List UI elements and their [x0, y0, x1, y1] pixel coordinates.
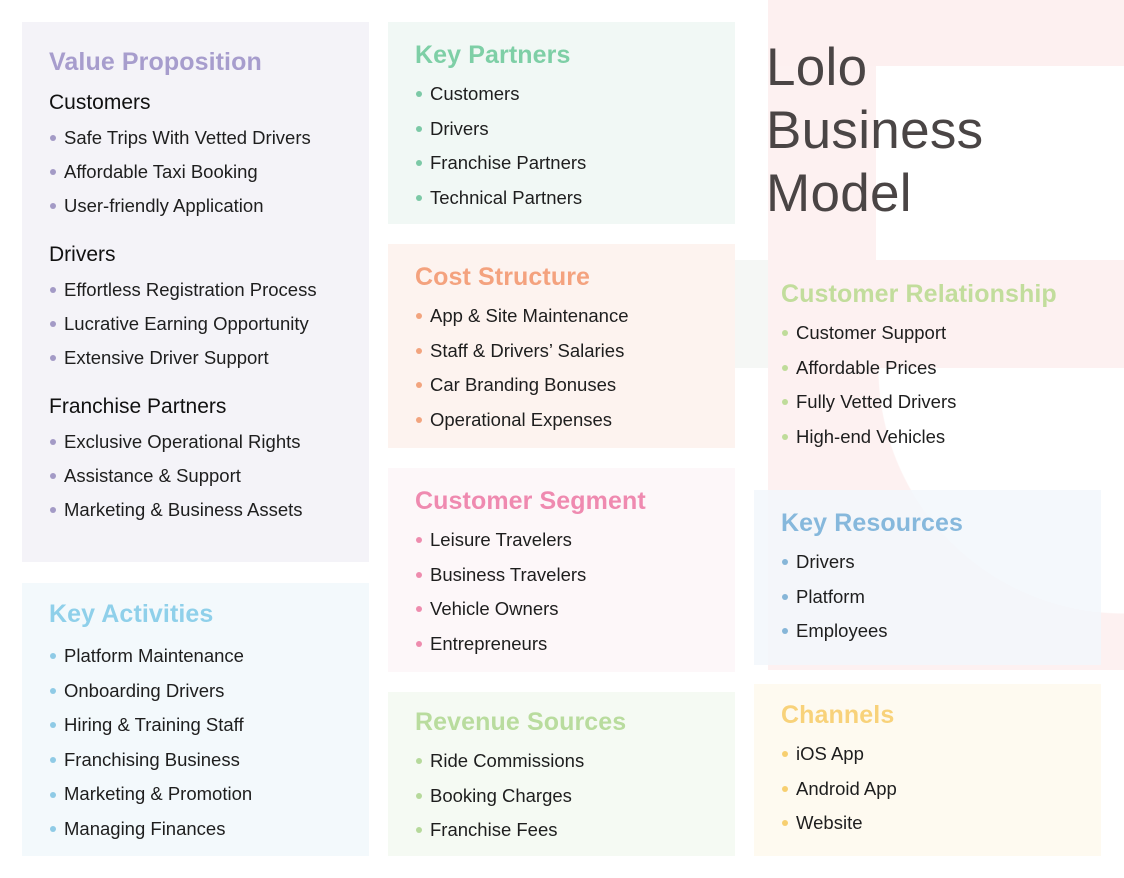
channels-heading: Channels — [781, 701, 895, 729]
list-item: Marketing & Promotion — [49, 777, 369, 812]
list-item: Vehicle Owners — [415, 592, 735, 627]
list-item: Marketing & Business Assets — [49, 493, 369, 527]
list-item: Onboarding Drivers — [49, 674, 369, 709]
list-item: Operational Expenses — [415, 403, 735, 438]
channels-list: iOS App Android App Website — [781, 737, 1101, 841]
key-resources-list: Drivers Platform Employees — [781, 545, 1101, 649]
group-title: Drivers — [49, 243, 116, 266]
list-item: Booking Charges — [415, 779, 735, 814]
list-item: Ride Commissions — [415, 744, 735, 779]
title-line: Business — [766, 101, 984, 160]
list-item: User-friendly Application — [49, 189, 369, 223]
title-line: Lolo — [766, 38, 868, 97]
value-proposition-heading: Value Proposition — [49, 48, 262, 76]
list-item: Hiring & Training Staff — [49, 708, 369, 743]
list-item: Affordable Taxi Booking — [49, 155, 369, 189]
value-proposition-group-customers: Customers Safe Trips With Vetted Drivers… — [49, 91, 369, 223]
list-item: Entrepreneurs — [415, 627, 735, 662]
list-item: Assistance & Support — [49, 459, 369, 493]
list-item: Extensive Driver Support — [49, 341, 369, 375]
list-item: Franchise Fees — [415, 813, 735, 848]
list-item: Platform — [781, 580, 1101, 615]
group-list: Effortless Registration Process Lucrativ… — [49, 273, 369, 375]
background-shape-right — [876, 260, 1124, 368]
list-item: Customer Support — [781, 316, 1101, 351]
list-item: Lucrative Earning Opportunity — [49, 307, 369, 341]
list-item: Franchise Partners — [415, 146, 735, 181]
key-resources-box: Key Resources Drivers Platform Employees — [754, 490, 1101, 665]
key-activities-box: Key Activities Platform Maintenance Onbo… — [22, 583, 369, 856]
list-item: Drivers — [781, 545, 1101, 580]
group-list: Exclusive Operational Rights Assistance … — [49, 425, 369, 527]
list-item: Customers — [415, 77, 735, 112]
customer-segment-box: Customer Segment Leisure Travelers Busin… — [388, 468, 735, 672]
list-item: Managing Finances — [49, 812, 369, 847]
cost-structure-heading: Cost Structure — [415, 263, 591, 291]
list-item: Business Travelers — [415, 558, 735, 593]
group-title: Franchise Partners — [49, 395, 227, 418]
key-resources-heading: Key Resources — [781, 509, 963, 537]
list-item: iOS App — [781, 737, 1101, 772]
value-proposition-group-franchise-partners: Franchise Partners Exclusive Operational… — [49, 395, 369, 527]
cost-structure-list: App & Site Maintenance Staff & Drivers’ … — [415, 299, 735, 437]
list-item: App & Site Maintenance — [415, 299, 735, 334]
list-item: High-end Vehicles — [781, 420, 1101, 455]
group-list: Safe Trips With Vetted Drivers Affordabl… — [49, 121, 369, 223]
title-line: Model — [766, 164, 912, 223]
revenue-sources-heading: Revenue Sources — [415, 708, 627, 736]
list-item: Drivers — [415, 112, 735, 147]
list-item: Effortless Registration Process — [49, 273, 369, 307]
key-activities-heading: Key Activities — [49, 600, 214, 628]
key-partners-list: Customers Drivers Franchise Partners Tec… — [415, 77, 735, 215]
customer-segment-heading: Customer Segment — [415, 487, 646, 515]
value-proposition-box: Value Proposition Customers Safe Trips W… — [22, 22, 369, 562]
revenue-sources-box: Revenue Sources Ride Commissions Booking… — [388, 692, 735, 856]
customer-relationship-heading: Customer Relationship — [781, 280, 1057, 308]
list-item: Exclusive Operational Rights — [49, 425, 369, 459]
value-proposition-group-drivers: Drivers Effortless Registration Process … — [49, 243, 369, 375]
key-activities-list: Platform Maintenance Onboarding Drivers … — [49, 639, 369, 847]
list-item: Franchising Business — [49, 743, 369, 778]
list-item: Leisure Travelers — [415, 523, 735, 558]
list-item: Android App — [781, 772, 1101, 807]
list-item: Affordable Prices — [781, 351, 1101, 386]
list-item: Fully Vetted Drivers — [781, 385, 1101, 420]
page-title: Lolo Business Model — [766, 36, 1106, 225]
customer-segment-list: Leisure Travelers Business Travelers Veh… — [415, 523, 735, 661]
revenue-sources-list: Ride Commissions Booking Charges Franchi… — [415, 744, 735, 848]
list-item: Employees — [781, 614, 1101, 649]
cost-structure-box: Cost Structure App & Site Maintenance St… — [388, 244, 735, 448]
key-partners-box: Key Partners Customers Drivers Franchise… — [388, 22, 735, 224]
list-item: Car Branding Bonuses — [415, 368, 735, 403]
list-item: Staff & Drivers’ Salaries — [415, 334, 735, 369]
customer-relationship-box: Customer Relationship Customer Support A… — [754, 260, 1101, 470]
list-item: Safe Trips With Vetted Drivers — [49, 121, 369, 155]
list-item: Website — [781, 806, 1101, 841]
customer-relationship-list: Customer Support Affordable Prices Fully… — [781, 316, 1101, 454]
list-item: Technical Partners — [415, 181, 735, 216]
key-partners-heading: Key Partners — [415, 41, 571, 69]
list-item: Platform Maintenance — [49, 639, 369, 674]
group-title: Customers — [49, 91, 151, 114]
channels-box: Channels iOS App Android App Website — [754, 684, 1101, 856]
background-shape-top — [768, 0, 1124, 66]
